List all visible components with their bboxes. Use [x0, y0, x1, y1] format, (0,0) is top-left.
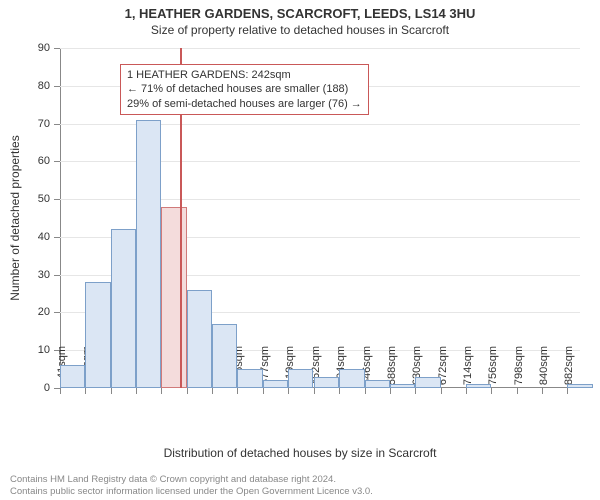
annotation-line: 29% of semi-detached houses are larger (… — [127, 97, 362, 111]
y-tick-label: 60 — [38, 155, 60, 167]
plot-area: 010203040506070809041sqm83sqm125sqm167sq… — [60, 48, 580, 388]
footer-line-2: Contains public sector information licen… — [10, 486, 590, 498]
grid-line — [60, 48, 580, 49]
y-tick-label: 90 — [38, 42, 60, 54]
annotation-line: 1 HEATHER GARDENS: 242sqm — [127, 68, 362, 82]
y-axis-title: Number of detached properties — [8, 135, 22, 300]
histogram-bar — [111, 229, 136, 388]
footer-line-1: Contains HM Land Registry data © Crown c… — [10, 474, 590, 486]
histogram-bar — [314, 377, 339, 388]
x-tick-label: 672sqm — [437, 346, 449, 396]
y-tick-label: 30 — [38, 269, 60, 281]
y-axis-line — [60, 48, 61, 388]
y-tick-label: 40 — [38, 231, 60, 243]
histogram-bar — [466, 384, 491, 388]
annotation-line: ← 71% of detached houses are smaller (18… — [127, 82, 362, 96]
chart-container: 1, HEATHER GARDENS, SCARCROFT, LEEDS, LS… — [0, 0, 600, 500]
x-axis-title: Distribution of detached houses by size … — [0, 446, 600, 460]
x-tick-label: 714sqm — [462, 346, 474, 396]
histogram-bar — [415, 377, 440, 388]
histogram-bar — [237, 369, 262, 388]
x-tick-label: 588sqm — [386, 346, 398, 396]
y-tick-label: 80 — [38, 80, 60, 92]
chart-subtitle: Size of property relative to detached ho… — [0, 21, 600, 37]
histogram-bar — [339, 369, 364, 388]
x-tick-label: 756sqm — [487, 346, 499, 396]
histogram-bar — [365, 380, 390, 388]
histogram-bar — [212, 324, 237, 388]
x-tick-label: 840sqm — [538, 346, 550, 396]
y-tick-label: 20 — [38, 306, 60, 318]
x-tick-label: 630sqm — [411, 346, 423, 396]
y-tick-label: 70 — [38, 118, 60, 130]
histogram-bar — [187, 290, 212, 388]
annotation-box: 1 HEATHER GARDENS: 242sqm← 71% of detach… — [120, 64, 369, 115]
histogram-bar — [390, 384, 415, 388]
footer-attribution: Contains HM Land Registry data © Crown c… — [10, 474, 590, 498]
chart-title: 1, HEATHER GARDENS, SCARCROFT, LEEDS, LS… — [0, 0, 600, 21]
y-tick-label: 50 — [38, 193, 60, 205]
histogram-bar — [567, 384, 592, 388]
histogram-bar — [288, 369, 313, 388]
histogram-bar — [136, 120, 161, 388]
histogram-bar-highlight — [161, 207, 186, 388]
x-tick-label: 882sqm — [563, 346, 575, 396]
histogram-bar — [60, 365, 85, 388]
histogram-bar — [263, 380, 288, 388]
x-tick-label: 798sqm — [513, 346, 525, 396]
histogram-bar — [85, 282, 110, 388]
